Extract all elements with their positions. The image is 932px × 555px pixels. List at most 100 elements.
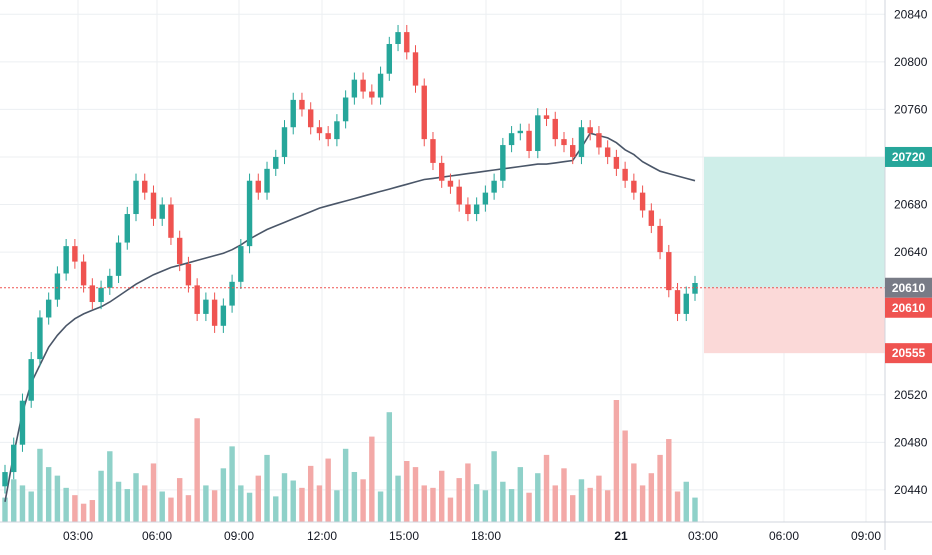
candle-body — [377, 73, 384, 98]
time-tick-label: 12:00 — [307, 529, 337, 543]
volume-bar — [45, 467, 52, 522]
candle-body — [28, 359, 34, 401]
last-price-badge-label: 20610 — [892, 281, 926, 295]
volume-bar — [360, 479, 366, 522]
volume-bar — [203, 485, 209, 522]
volume-bar — [692, 497, 698, 522]
volume-bar — [412, 467, 419, 522]
volume-bar — [395, 475, 401, 522]
candle-body — [351, 79, 358, 98]
volume-bar — [596, 475, 602, 522]
candle-body — [674, 290, 681, 314]
candle-body — [80, 261, 87, 286]
volume-bar — [142, 485, 148, 522]
candle-body — [89, 285, 96, 303]
candle-body — [604, 147, 611, 157]
candle-body — [412, 52, 419, 86]
time-tick-label: 03:00 — [63, 529, 93, 543]
price-tick-label: 20760 — [894, 102, 928, 116]
volume-bar — [28, 491, 34, 522]
candle-body — [596, 133, 602, 148]
price-tick-label: 20440 — [894, 483, 928, 497]
candle-body — [72, 246, 78, 262]
candle-body — [290, 99, 296, 128]
candle-body — [404, 32, 410, 53]
price-badges: 20720 20610 20610 20555 — [885, 146, 932, 364]
volume-bar — [561, 468, 567, 522]
vwap-line-path — [4, 132, 696, 502]
volume-bar — [168, 497, 174, 522]
time-axis[interactable]: 03:00 06:00 09:00 12:00 15:00 18:00 21 03:00 06:… — [0, 521, 932, 543]
volume-bar — [107, 451, 113, 522]
candle-body — [299, 99, 305, 110]
candlesticks — [2, 24, 698, 494]
volume-bar — [430, 487, 436, 522]
candle-body — [124, 214, 130, 243]
volume-bar — [491, 451, 497, 522]
volume-bar — [517, 467, 524, 522]
volume-bar — [80, 503, 87, 522]
candle-body — [430, 139, 436, 163]
candle-body — [613, 156, 620, 169]
volume-bar — [334, 490, 340, 522]
volume-bar — [133, 473, 139, 522]
volume-bar — [115, 481, 122, 522]
volume-bar — [622, 430, 628, 522]
time-tick-label: 15:00 — [389, 529, 419, 543]
volume-bar — [351, 471, 358, 522]
candle-body — [570, 145, 576, 157]
price-tick-label: 20520 — [894, 388, 928, 402]
candle-body — [578, 127, 585, 157]
candle-body — [255, 180, 261, 193]
price-tick-label: 20640 — [894, 245, 928, 259]
volume-bar — [683, 481, 689, 522]
time-tick-label: 06:00 — [142, 529, 172, 543]
price-axis[interactable]: 20840 20800 20760 20720 20680 20640 20520 20480… — [884, 0, 928, 550]
candle-body — [11, 444, 17, 473]
volume-bar — [299, 487, 305, 522]
volume-bar — [482, 490, 489, 522]
volume-bar — [316, 485, 323, 522]
candle-body — [500, 145, 506, 181]
volume-bar — [500, 481, 506, 522]
candle-body — [526, 130, 532, 152]
candle-body — [142, 180, 148, 193]
price-tick-label: 20480 — [894, 435, 928, 449]
candle-body — [150, 192, 157, 219]
candle-body — [692, 282, 698, 294]
time-tick-label: 09:00 — [851, 529, 881, 543]
volume-bar — [456, 478, 462, 522]
candle-body — [683, 293, 689, 314]
candle-body — [246, 180, 253, 247]
time-tick-label: 06:00 — [769, 529, 799, 543]
volume-bar — [604, 490, 611, 522]
profit-zone — [704, 156, 885, 288]
candle-body — [176, 237, 183, 264]
volume-bar — [19, 485, 26, 522]
volume-bar — [124, 489, 130, 522]
volume-bar — [2, 497, 8, 522]
volume-bars — [2, 400, 698, 522]
volume-bar — [290, 480, 296, 522]
candle-body — [45, 299, 52, 318]
volume-bar — [246, 492, 253, 522]
volume-bar — [613, 400, 620, 522]
candle-body — [543, 115, 550, 119]
volume-bar — [639, 485, 646, 522]
volume-bar — [631, 463, 637, 522]
time-tick-label: 09:00 — [224, 529, 254, 543]
position-zones — [704, 156, 885, 354]
volume-bar — [386, 412, 393, 522]
candle-body — [168, 204, 174, 238]
candle-body — [2, 472, 8, 487]
candle-body — [316, 127, 323, 134]
candle-body — [517, 130, 524, 134]
volume-bar — [220, 468, 227, 522]
volume-bar — [98, 470, 104, 522]
time-tick-label: 03:00 — [688, 529, 718, 543]
volume-bar — [238, 485, 244, 522]
candle-body — [561, 139, 567, 146]
time-tick-label: 21 — [614, 529, 628, 543]
